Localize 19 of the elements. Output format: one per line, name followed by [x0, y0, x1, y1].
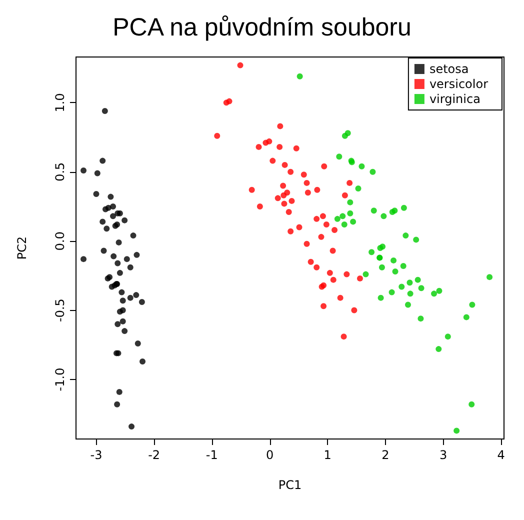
y-tick-label: 0.0	[53, 232, 67, 251]
x-tick-label: 3	[439, 448, 448, 462]
x-tick-label: -2	[148, 448, 160, 462]
legend-label: virginica	[429, 92, 480, 106]
x-tick-label: 1	[324, 448, 332, 462]
x-tick-label: 4	[497, 448, 505, 462]
y-tick-label: 1.0	[53, 93, 67, 112]
y-tick-label: -1.0	[53, 368, 67, 392]
y-axis-title: PC2	[15, 236, 29, 260]
x-axis-title: PC1	[278, 478, 302, 492]
x-tick-label: 2	[382, 448, 390, 462]
legend-label: setosa	[429, 62, 469, 76]
x-tick-label: 0	[266, 448, 274, 462]
chart-title: PCA na původním souboru	[112, 14, 412, 42]
x-tick-label: -3	[90, 448, 102, 462]
legend-label: versicolor	[429, 77, 488, 91]
x-tick-label: -1	[206, 448, 218, 462]
y-tick-label: -0.5	[53, 298, 67, 322]
y-tick-label: 0.5	[53, 162, 67, 182]
